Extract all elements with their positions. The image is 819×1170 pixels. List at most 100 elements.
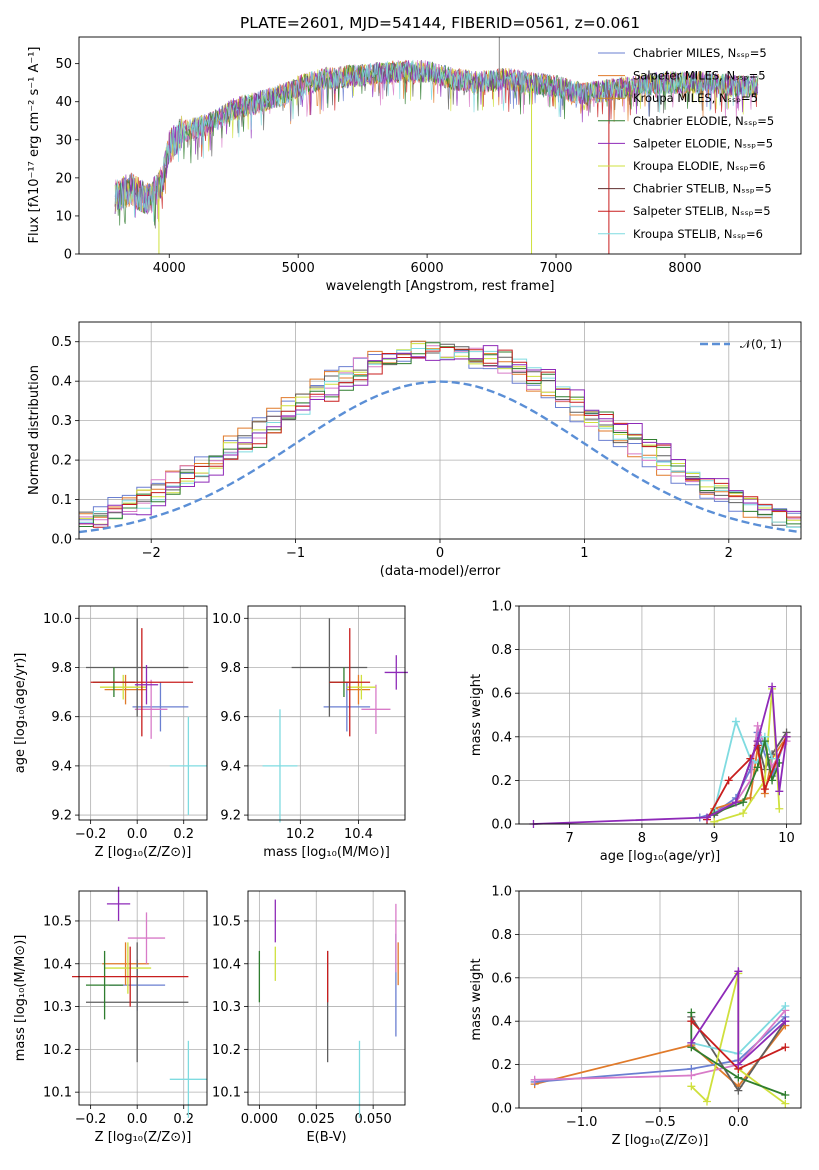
- x-tick-label: −0.2: [75, 1112, 107, 1127]
- axes-frame: [78, 890, 208, 1106]
- figure-title: PLATE=2601, MJD=54144, FIBERID=0561, z=0…: [240, 14, 640, 32]
- y-tick-label: 10.0: [43, 612, 72, 627]
- legend-entry: Kroupa ELODIE, Nₛₛₚ=6: [633, 159, 766, 173]
- y-tick-label: 0.0: [491, 1102, 512, 1117]
- weight-vs-age-panel: 7 8 9 10 0.0 0.2 0.4 0.6 0.8 1.0 age [log₁₀(age/yr…: [469, 600, 802, 864]
- weight-point-marker: [724, 776, 733, 785]
- y-tick-label: 20: [55, 171, 72, 186]
- axes-frame: [518, 605, 802, 825]
- residual-histogram-panel: −2 −1 0 1 2 0.0 0.1 0.2 0.3 0.4 0.5 (data-model)/er…: [27, 321, 802, 579]
- y-tick-label: 0.5: [51, 335, 72, 350]
- x-tick-label: 0.050: [355, 1112, 392, 1127]
- x-tick-label: 10.4: [344, 827, 373, 842]
- y-tick-label: 0.4: [491, 1015, 512, 1030]
- weight-point-marker: [710, 817, 719, 826]
- weight-point-marker: [734, 1060, 743, 1069]
- y-tick-label: 9.8: [51, 661, 72, 676]
- age-vs-mass-panel: 10.2 10.4 9.2 9.4 9.6 9.8 10.0 mass [log₁₀(M/M⊙…: [212, 605, 408, 860]
- x-tick-label: −1: [286, 546, 305, 561]
- weight-point-marker: [687, 1082, 696, 1091]
- x-axis-label: E(B-V): [306, 1130, 346, 1145]
- spectrum-model-line: [114, 59, 759, 222]
- y-tick-label: 0.8: [491, 643, 512, 658]
- weight-point-marker: [687, 1008, 696, 1017]
- y-tick-label: 0.4: [51, 375, 72, 390]
- y-tick-label: 9.2: [51, 809, 72, 824]
- legend-entry: Salpeter STELIB, Nₛₛₚ=5: [633, 204, 771, 218]
- y-tick-label: 1.0: [491, 885, 512, 900]
- x-tick-label: 1: [580, 546, 588, 561]
- y-axis-label: Flux [fλ10⁻¹⁷ erg cm⁻² s⁻¹ A⁻¹]: [27, 47, 42, 244]
- x-axis-label: age [log₁₀(age/yr)]: [600, 849, 721, 864]
- y-tick-label: 30: [55, 133, 72, 148]
- weight-point-marker: [530, 1075, 539, 1084]
- legend-entry: Salpeter MILES, Nₛₛₚ=5: [633, 69, 766, 83]
- y-tick-label: 9.8: [220, 661, 241, 676]
- y-tick-label: 0.2: [491, 1058, 512, 1073]
- y-tick-label: 10.1: [212, 1086, 241, 1101]
- mass-vs-metallicity-panel: −0.2 0.0 0.2 10.1 10.2 10.3 10.4 10.5 Z [log₁₀(Z…: [13, 886, 208, 1145]
- weight-point-marker: [782, 732, 791, 741]
- y-tick-label: 10.2: [212, 1043, 241, 1058]
- weight-point-marker: [753, 763, 762, 772]
- legend-entry: Kroupa MILES, Nₛₛₚ=5: [633, 91, 758, 105]
- x-tick-label: 0: [436, 546, 444, 561]
- axes-frame: [247, 890, 406, 1106]
- y-tick-label: 0.1: [51, 493, 72, 508]
- weight-point-marker: [731, 717, 740, 726]
- weight-point-marker: [775, 787, 784, 796]
- y-tick-label: 10.5: [43, 914, 72, 929]
- y-tick-label: 1.0: [491, 600, 512, 615]
- weight-point-marker: [739, 809, 748, 818]
- weight-point-marker: [753, 737, 762, 746]
- legend-entry: Salpeter ELODIE, Nₛₛₚ=5: [633, 136, 773, 150]
- x-tick-label: 5000: [282, 261, 315, 276]
- x-tick-label: −2: [142, 546, 161, 561]
- weight-point-marker: [687, 1017, 696, 1026]
- weight-series-line: [690, 968, 786, 1067]
- y-tick-label: 0.6: [491, 687, 512, 702]
- y-tick-label: 10.3: [43, 1000, 72, 1015]
- legend-entry: Chabrier ELODIE, Nₛₛₚ=5: [633, 114, 774, 128]
- y-tick-label: 0.6: [491, 971, 512, 986]
- x-tick-label: 0.0: [127, 1112, 148, 1127]
- weight-point-marker: [731, 798, 740, 807]
- weight-point-marker: [687, 1038, 696, 1047]
- x-tick-label: 0.025: [298, 1112, 335, 1127]
- weight-point-marker: [753, 721, 762, 730]
- x-tick-label: 8: [638, 831, 646, 846]
- x-tick-label: 10: [778, 831, 795, 846]
- y-tick-label: 9.4: [220, 759, 241, 774]
- x-tick-label: 9: [710, 831, 718, 846]
- axes-frame: [518, 890, 802, 1109]
- y-tick-label: 0.2: [491, 774, 512, 789]
- y-axis-label: mass weight: [469, 674, 484, 756]
- axes-frame: [78, 605, 208, 821]
- weight-series-line: [690, 1012, 786, 1096]
- y-tick-label: 10.1: [43, 1086, 72, 1101]
- x-tick-label: −0.5: [644, 1115, 676, 1130]
- axes-frame: [78, 36, 802, 255]
- x-tick-label: 0.0: [127, 827, 148, 842]
- y-tick-label: 10.3: [212, 1000, 241, 1015]
- x-tick-label: −1.0: [566, 1115, 598, 1130]
- legend-entry: 𝒩(0, 1): [740, 337, 782, 351]
- weight-vs-metallicity-panel: −1.0 −0.5 0.0 0.0 0.2 0.4 0.6 0.8 1.0 Z [log₁₀(Z/…: [469, 885, 802, 1148]
- x-tick-label: −0.2: [75, 827, 107, 842]
- y-tick-label: 10.5: [212, 914, 241, 929]
- y-tick-label: 10.2: [43, 1043, 72, 1058]
- x-tick-label: 10.2: [286, 827, 315, 842]
- weight-point-marker: [775, 804, 784, 813]
- y-axis-label: Normed distribution: [27, 365, 42, 495]
- y-tick-label: 9.6: [220, 710, 241, 725]
- y-tick-label: 0.0: [51, 533, 72, 548]
- histogram-step-line: [79, 348, 801, 528]
- weight-point-marker: [768, 776, 777, 785]
- x-axis-label: Z [log₁₀(Z/Z⊙)]: [612, 1133, 709, 1148]
- y-tick-label: 10.0: [212, 612, 241, 627]
- x-axis-label: Z [log₁₀(Z/Z⊙)]: [95, 845, 192, 860]
- x-axis-label: mass [log₁₀(M/M⊙)]: [263, 845, 390, 860]
- x-tick-label: 4000: [153, 261, 186, 276]
- x-tick-label: 0.2: [173, 827, 194, 842]
- weight-point-marker: [781, 1043, 790, 1052]
